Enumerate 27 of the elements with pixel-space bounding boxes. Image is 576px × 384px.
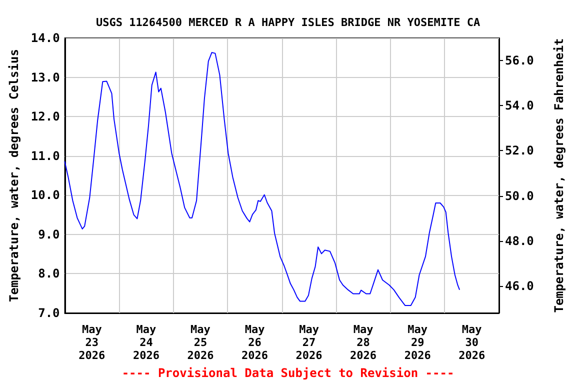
text: ---- Provisional Data Subject to Revision ---- bbox=[122, 366, 454, 380]
y2-tick-label: 48.0 bbox=[505, 234, 534, 248]
x-tick-label: May 23 2026 bbox=[78, 323, 106, 362]
chart-title: USGS 11264500 MERCED R A HAPPY ISLES BRIDGE NR YOSEMITE CA bbox=[96, 16, 480, 29]
x-tick-label: May 28 2026 bbox=[350, 323, 377, 362]
x-tick-label: May 27 2026 bbox=[296, 323, 323, 362]
y2-tick-label: 46.0 bbox=[505, 278, 534, 293]
x-tick-label: May 25 2026 bbox=[187, 323, 214, 362]
x-tick-label: May 26 2026 bbox=[242, 323, 268, 362]
x-tick-label: May 29 2026 bbox=[404, 323, 432, 362]
y2-tick-label: 50.0 bbox=[505, 188, 534, 203]
y2-axis-title: Temperature, water, degrees Fahrenheit bbox=[552, 38, 566, 313]
y-tick-label: 12.0 bbox=[30, 110, 60, 124]
x-tick-label: May 30 2026 bbox=[458, 323, 486, 362]
y2-tick-label: 54.0 bbox=[505, 98, 534, 113]
y-tick-label: 8.0 bbox=[38, 266, 60, 281]
line-series bbox=[64, 52, 460, 306]
y2-tick-label: 56.0 bbox=[505, 54, 534, 68]
y-tick-label: 13.0 bbox=[30, 70, 60, 84]
y-tick-label: 9.0 bbox=[38, 227, 60, 242]
x-tick-label: May 24 2026 bbox=[132, 323, 160, 362]
y-tick-label: 7.0 bbox=[38, 306, 60, 320]
y2-tick-label: 52.0 bbox=[505, 144, 534, 158]
y-tick-label: 14.0 bbox=[30, 31, 60, 45]
y-axis-title: Temperature, water, degrees Celsius bbox=[7, 49, 21, 302]
y-tick-label: 11.0 bbox=[30, 148, 60, 163]
y-tick-label: 10.0 bbox=[30, 188, 60, 202]
